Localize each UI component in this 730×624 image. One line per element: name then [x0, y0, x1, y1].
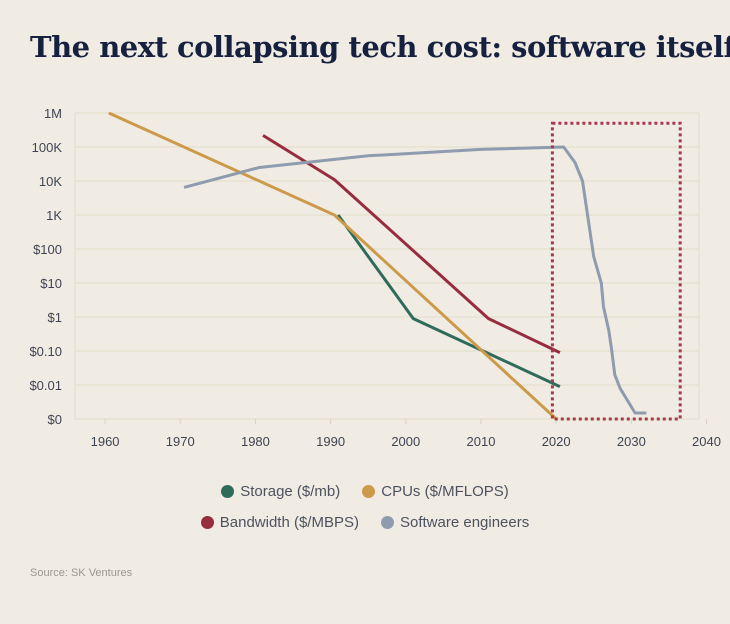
- x-tick-label: 1960: [91, 434, 120, 449]
- y-tick-label: $0.10: [29, 344, 62, 359]
- x-tick-label: 2030: [617, 434, 646, 449]
- series-lines: [108, 111, 647, 421]
- dotted-highlight-box: [550, 121, 682, 421]
- chart-title: The next collapsing tech cost: software …: [30, 30, 730, 64]
- grid-lines: [74, 112, 708, 424]
- x-tick-label: 2020: [542, 434, 571, 449]
- legend-row-2: Bandwidth ($/MBPS) Software engineers: [0, 514, 730, 531]
- x-tick-label: 1990: [316, 434, 345, 449]
- x-tick-label: 2040: [692, 434, 721, 449]
- legend-swatch-storage: [221, 485, 235, 498]
- legend-item-cpus: CPUs ($/MFLOPS): [362, 483, 509, 500]
- legend-label-cpus: CPUs ($/MFLOPS): [381, 483, 509, 500]
- y-tick-label: 1K: [46, 208, 62, 223]
- series-line-bandwidth-mbps: [262, 134, 561, 354]
- legend-swatch-software-engineers: [380, 516, 394, 529]
- legend-swatch-bandwidth: [200, 516, 214, 529]
- x-tick-label: 2010: [467, 434, 496, 449]
- x-tick-label: 2000: [391, 434, 420, 449]
- series-line-storage-mb: [336, 214, 561, 388]
- y-tick-label: $100: [33, 242, 62, 257]
- y-tick-label: $0.01: [29, 378, 62, 393]
- legend-label-bandwidth: Bandwidth ($/MBPS): [219, 514, 359, 531]
- x-tick-label: 1980: [241, 434, 270, 449]
- x-tick-label: 1970: [166, 434, 195, 449]
- y-axis-labels: 1M 100K 10K 1K $100 $10 $1 $0.10 $0.01 $0: [29, 106, 62, 427]
- x-axis-labels: 1960 1970 1980 1990 2000 2010 2020 2030 2040: [91, 434, 721, 449]
- y-tick-label: 100K: [32, 140, 63, 155]
- legend-item-storage: Storage ($/mb): [221, 483, 340, 500]
- series-line-cpus-mflops: [108, 111, 558, 421]
- source-note: Source: SK Ventures: [30, 567, 133, 579]
- y-tick-label: $1: [48, 310, 62, 325]
- y-tick-label: $10: [40, 276, 62, 291]
- y-tick-label: 10K: [39, 174, 62, 189]
- legend-label-storage: Storage ($/mb): [240, 483, 341, 500]
- y-tick-label: 1M: [44, 106, 62, 121]
- legend-swatch-cpus: [362, 485, 376, 498]
- series-line-software-engineers: [183, 145, 647, 415]
- legend-item-bandwidth: Bandwidth ($/MBPS): [200, 514, 359, 531]
- annotation-box: [550, 121, 682, 421]
- legend-row-1: Storage ($/mb) CPUs ($/MFLOPS): [0, 483, 730, 500]
- legend-item-software-engineers: Software engineers: [380, 514, 530, 531]
- y-tick-label: $0: [48, 412, 62, 427]
- legend-label-software-engineers: Software engineers: [399, 514, 530, 531]
